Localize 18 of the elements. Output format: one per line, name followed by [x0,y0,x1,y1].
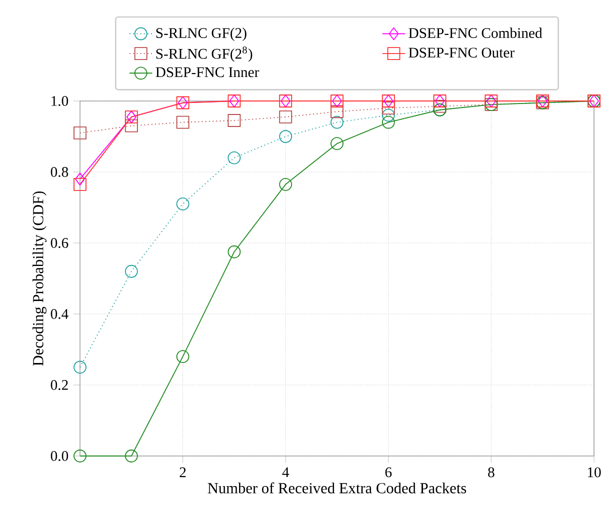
y-tick-label: 0.0 [50,451,68,461]
x-tick-label: 10 [588,467,601,478]
x-axis-title: Number of Received Extra Coded Packets [208,482,466,494]
legend-label: S-RLNC GF(2) [156,28,246,41]
legend-label: DSEP-FNC Outer [408,48,514,58]
legend-label: S-RLNC GF(2$^{8}$) [156,46,252,62]
legend-label: DSEP-FNC Inner [156,67,260,78]
legend-label: DSEP-FNC Combined [408,28,542,38]
y-tick-label: 1.0 [52,96,68,106]
x-tick-label: 2 [180,467,186,478]
x-tick-label: 4 [282,467,290,478]
y-tick-label: 0.2 [50,380,68,390]
y-axis-title: Decoding Probability (CDF) [32,191,46,366]
y-tick-label: 0.4 [50,309,68,319]
x-tick-label: 6 [385,467,392,478]
y-tick-label: 0.8 [50,167,68,177]
y-tick-label: 0.6 [50,238,68,248]
x-tick-label: 8 [488,467,494,478]
